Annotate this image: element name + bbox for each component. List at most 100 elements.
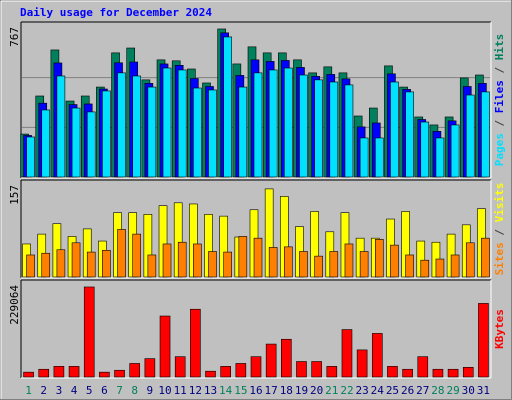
bar — [132, 75, 142, 178]
bar — [71, 242, 81, 278]
bar — [299, 251, 308, 278]
legend: KBytes — [493, 309, 506, 349]
x-tick-label: 14 — [219, 384, 233, 397]
x-tick-label: 18 — [280, 384, 293, 397]
bar — [371, 333, 383, 378]
bar — [405, 254, 414, 278]
legend-separator: / — [493, 60, 506, 80]
x-tick-label: 27 — [416, 384, 429, 397]
legend-entry: Visits — [493, 183, 506, 223]
bar — [329, 251, 339, 278]
bar — [341, 329, 353, 378]
bar — [26, 136, 35, 178]
legend-entry: KBytes — [493, 309, 506, 349]
bar — [359, 251, 369, 278]
bar — [481, 91, 490, 178]
bar — [435, 258, 445, 278]
x-tick-label: 5 — [86, 384, 93, 397]
bar — [86, 111, 96, 178]
bar — [253, 72, 263, 178]
bar — [83, 286, 95, 378]
bar — [326, 366, 338, 378]
bar — [162, 67, 172, 178]
x-tick-label: 15 — [234, 384, 247, 397]
bar — [41, 252, 51, 278]
x-tick-label: 1 — [25, 384, 32, 397]
x-tick-label: 10 — [158, 384, 171, 397]
bar — [68, 366, 80, 378]
bar — [99, 371, 110, 378]
bar — [281, 338, 292, 378]
bar — [56, 75, 66, 178]
bar — [417, 356, 429, 378]
legend-entry: Pages — [493, 133, 506, 166]
bar — [284, 67, 293, 178]
bar — [208, 89, 217, 178]
x-tick-label: 7 — [116, 384, 123, 397]
y-tick-label: 157 — [8, 185, 21, 205]
bar — [344, 243, 354, 278]
bar — [359, 137, 369, 178]
x-tick-label: 22 — [340, 384, 353, 397]
x-tick-label: 28 — [431, 384, 444, 397]
bar — [208, 251, 217, 278]
bar — [41, 109, 51, 178]
y-tick-label: 767 — [8, 27, 21, 47]
bar — [102, 250, 111, 278]
bar — [193, 87, 202, 178]
bar — [478, 303, 489, 378]
x-tick-label: 6 — [101, 384, 108, 397]
bar — [253, 237, 263, 278]
bar — [435, 137, 445, 178]
bar — [447, 368, 459, 378]
legend-entry: Sites — [493, 242, 506, 275]
x-tick-label: 24 — [371, 384, 385, 397]
bar — [390, 244, 399, 278]
x-tick-label: 2 — [40, 384, 47, 397]
bar — [344, 84, 354, 178]
chart-title: Daily usage for December 2024 — [20, 6, 212, 19]
x-tick-label: 21 — [325, 384, 338, 397]
bar — [314, 79, 323, 178]
bar — [162, 243, 172, 278]
legend: Sites / Visits — [493, 183, 506, 276]
bar — [53, 366, 65, 378]
x-tick-label: 4 — [71, 384, 78, 397]
bar — [86, 251, 96, 278]
y-tick-label: 229064 — [8, 285, 21, 325]
bar — [38, 368, 50, 378]
bar — [114, 369, 125, 378]
bar — [462, 367, 474, 378]
legend-entry: Hits — [493, 34, 506, 61]
bar — [147, 254, 157, 278]
bar — [223, 36, 232, 178]
x-tick-label: 23 — [356, 384, 369, 397]
bar — [268, 69, 278, 178]
x-tick-label: 11 — [174, 384, 187, 397]
bar — [356, 349, 368, 378]
bar — [223, 251, 232, 278]
bar — [432, 368, 444, 378]
bar — [450, 124, 460, 178]
x-tick-label: 17 — [265, 384, 278, 397]
bar — [402, 368, 413, 378]
bar — [387, 366, 398, 378]
bar — [147, 86, 157, 178]
bar — [26, 254, 35, 278]
x-tick-label: 30 — [462, 384, 475, 397]
bar — [296, 361, 307, 378]
bar — [235, 363, 247, 378]
bar — [177, 69, 187, 178]
bar — [238, 86, 248, 178]
bar — [481, 237, 490, 278]
x-tick-label: 25 — [386, 384, 399, 397]
bar — [117, 229, 126, 278]
bar — [238, 236, 248, 278]
legend-separator: / — [493, 113, 506, 133]
bar — [465, 242, 475, 278]
bar — [174, 356, 186, 378]
bar — [299, 74, 308, 178]
x-tick-label: 13 — [204, 384, 217, 397]
x-tick-label: 26 — [401, 384, 414, 397]
